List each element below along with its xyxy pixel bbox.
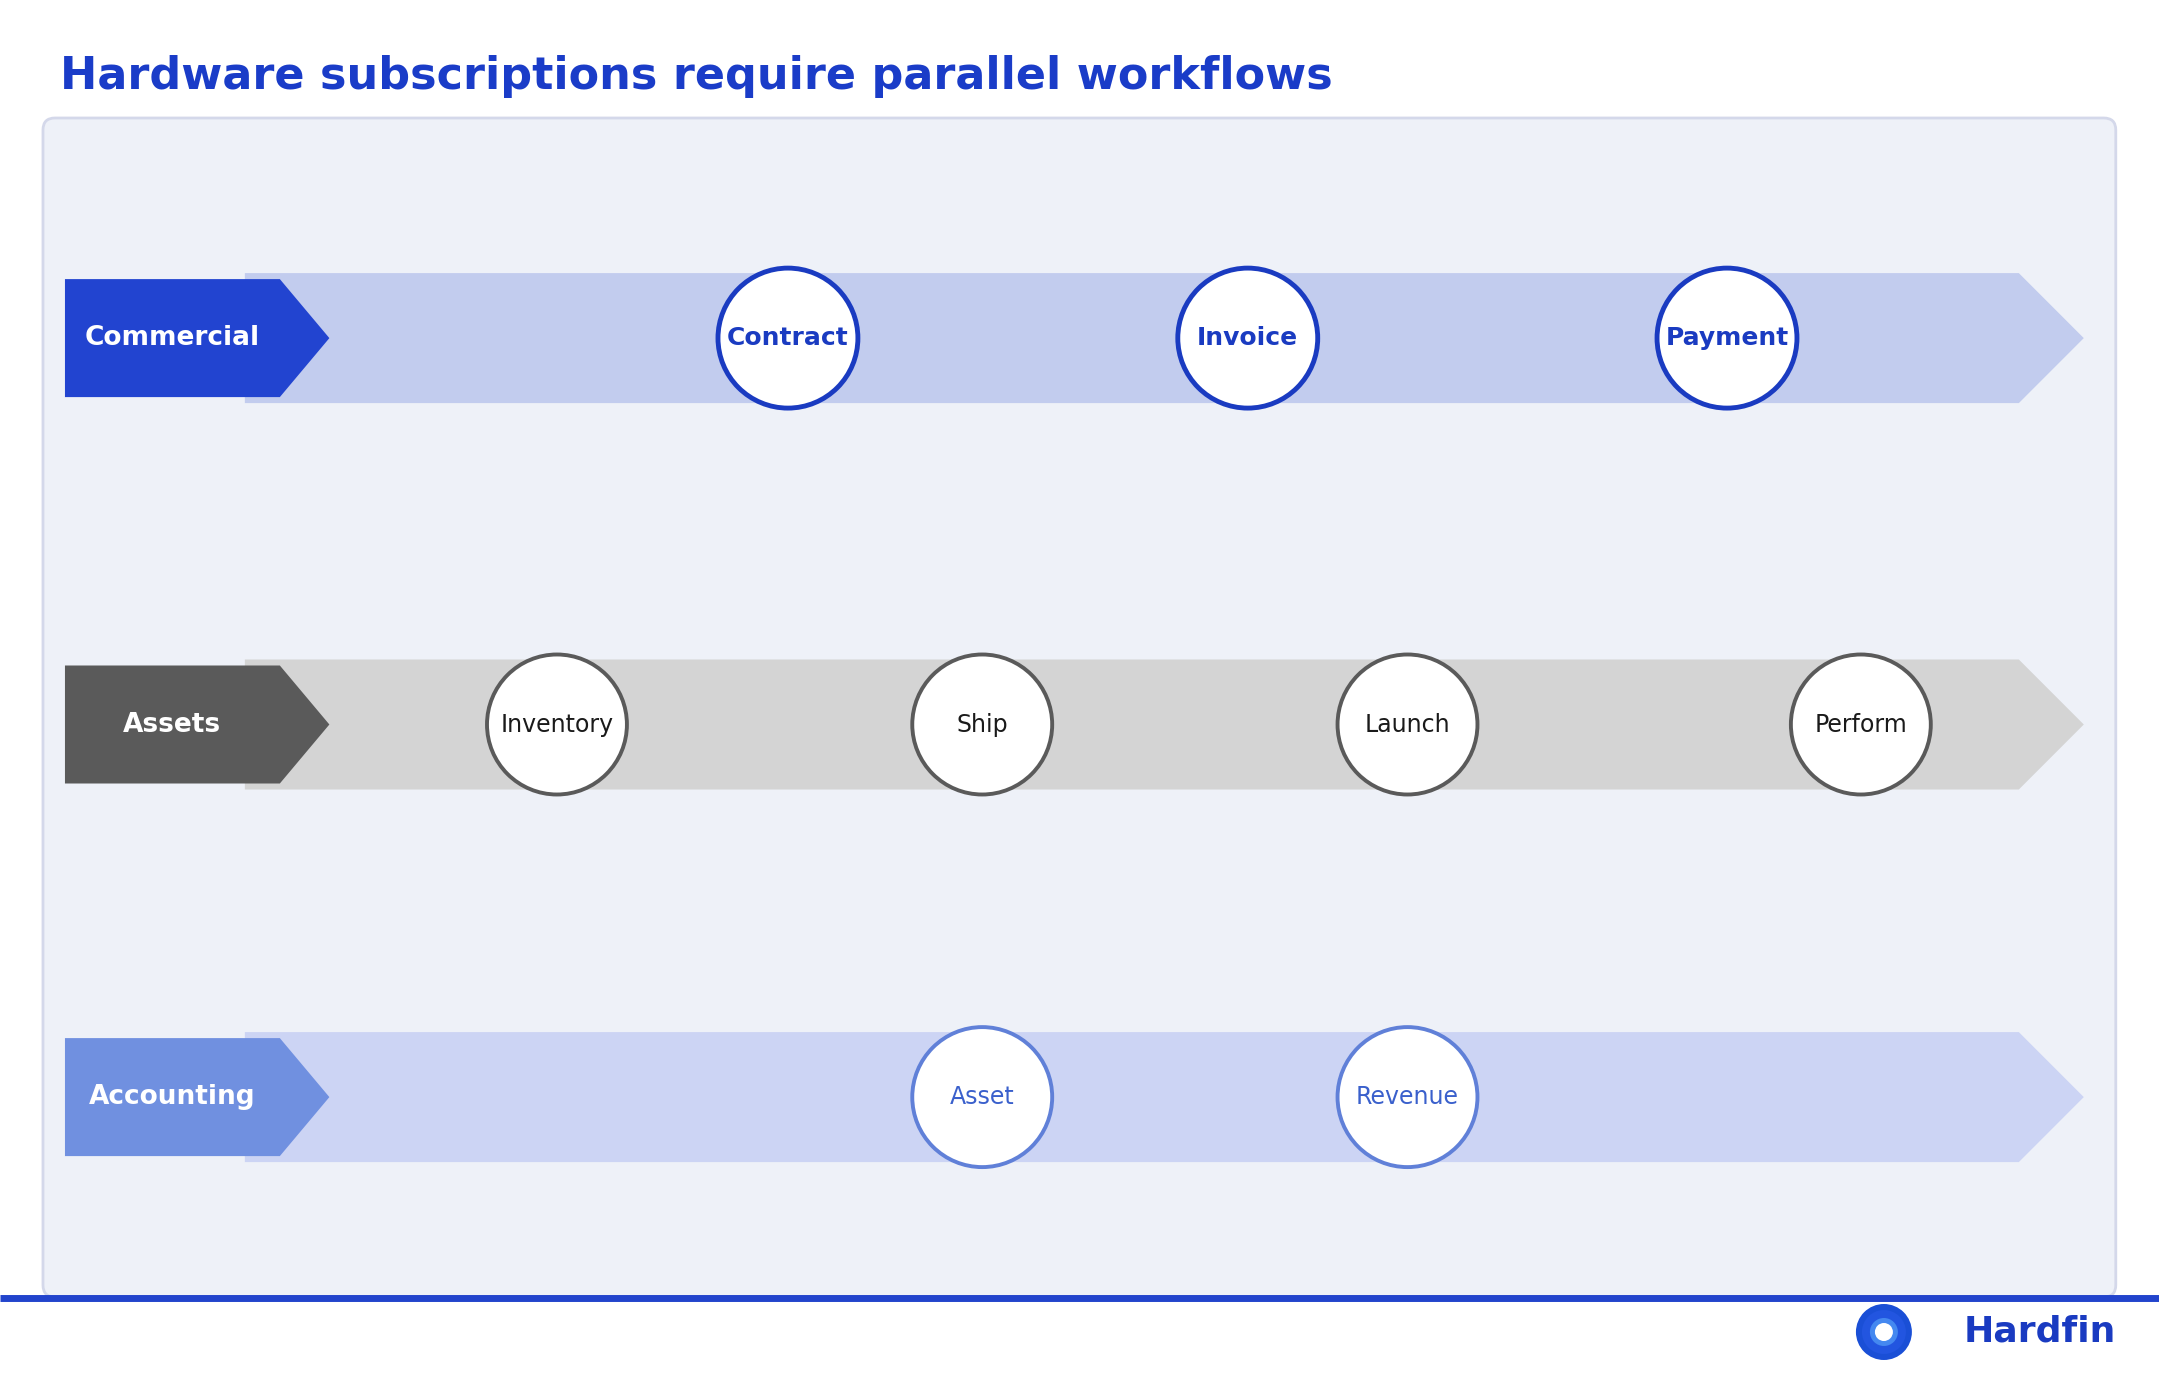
- Circle shape: [1337, 1027, 1477, 1167]
- Circle shape: [1177, 268, 1318, 408]
- Text: Launch: Launch: [1365, 712, 1449, 737]
- Circle shape: [912, 654, 1052, 795]
- Polygon shape: [244, 1032, 2084, 1162]
- Circle shape: [1855, 1304, 1912, 1361]
- Circle shape: [912, 1027, 1052, 1167]
- Circle shape: [1862, 1310, 1905, 1354]
- Text: Accounting: Accounting: [89, 1085, 255, 1110]
- Circle shape: [1871, 1318, 1899, 1346]
- Text: Invoice: Invoice: [1197, 326, 1298, 351]
- Circle shape: [1337, 654, 1477, 795]
- FancyBboxPatch shape: [43, 119, 2117, 1297]
- Polygon shape: [65, 279, 328, 397]
- Text: Perform: Perform: [1814, 712, 1907, 737]
- Text: Asset: Asset: [950, 1085, 1015, 1110]
- Circle shape: [1657, 268, 1797, 408]
- Text: Inventory: Inventory: [501, 712, 613, 737]
- Text: Commercial: Commercial: [84, 326, 259, 351]
- Polygon shape: [244, 660, 2084, 789]
- Text: Revenue: Revenue: [1356, 1085, 1458, 1110]
- Polygon shape: [65, 665, 328, 784]
- Text: Ship: Ship: [957, 712, 1009, 737]
- Circle shape: [1791, 654, 1931, 795]
- Text: Contract: Contract: [728, 326, 849, 351]
- Polygon shape: [65, 1038, 328, 1156]
- Text: Assets: Assets: [123, 712, 222, 737]
- Circle shape: [486, 654, 626, 795]
- Text: Hardware subscriptions require parallel workflows: Hardware subscriptions require parallel …: [60, 55, 1333, 98]
- Polygon shape: [244, 273, 2084, 403]
- Circle shape: [717, 268, 858, 408]
- Text: Hardfin: Hardfin: [1963, 1315, 2117, 1350]
- Circle shape: [1875, 1323, 1892, 1341]
- Text: Payment: Payment: [1665, 326, 1788, 351]
